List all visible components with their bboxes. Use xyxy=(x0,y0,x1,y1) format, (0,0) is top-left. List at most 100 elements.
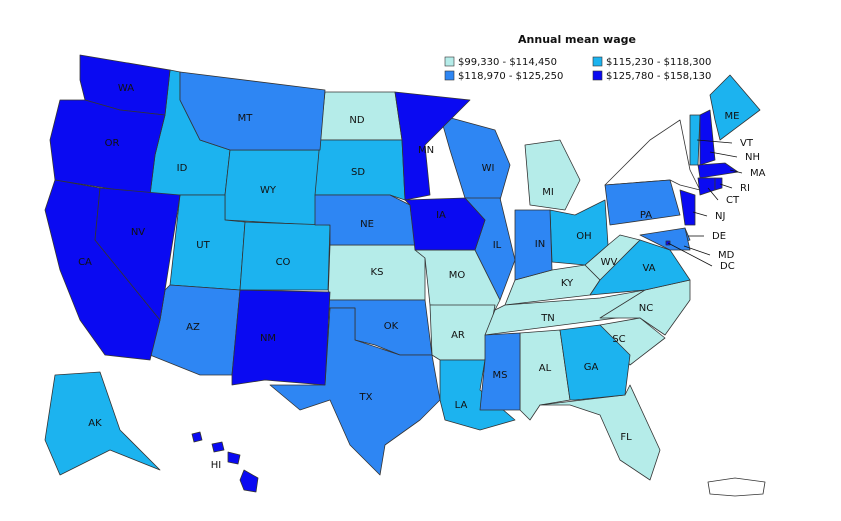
state-label: UT xyxy=(196,240,210,251)
state-label: WV xyxy=(601,257,618,268)
state-shape xyxy=(191,431,203,443)
leader-line xyxy=(667,242,713,267)
legend-swatch xyxy=(592,56,603,67)
state-label: NV xyxy=(131,227,145,238)
leader-line xyxy=(729,169,743,174)
state-shape xyxy=(314,194,416,246)
state-shape xyxy=(314,139,406,201)
state-label: SC xyxy=(612,334,625,345)
leader-line xyxy=(719,183,733,189)
state-shape xyxy=(227,451,241,465)
state-label: MA xyxy=(750,168,766,179)
state-shape xyxy=(231,289,331,386)
state-label: ND xyxy=(349,115,364,126)
state-label: HI xyxy=(211,460,221,471)
state-shape xyxy=(239,221,331,291)
state-shape xyxy=(639,227,691,251)
state-label: LA xyxy=(455,400,468,411)
state-shape xyxy=(714,177,723,191)
state-shape xyxy=(699,109,716,166)
state-shape xyxy=(404,197,486,251)
state-shape xyxy=(269,307,441,476)
legend-label: $125,780 - $158,130 xyxy=(606,71,711,82)
state-shape xyxy=(479,332,521,411)
state-label: IN xyxy=(535,239,545,250)
state-label: NH xyxy=(745,152,760,163)
state-label: MS xyxy=(493,370,508,381)
state-label: FL xyxy=(620,432,632,443)
state-label: WY xyxy=(260,185,277,196)
state-label: DE xyxy=(712,231,726,242)
state-shape xyxy=(709,74,761,141)
state-no-data xyxy=(604,119,701,191)
state-label: GA xyxy=(584,362,599,373)
state-label: KY xyxy=(561,278,574,289)
state-label: AK xyxy=(88,418,102,429)
state-label: NE xyxy=(360,219,374,230)
state-label: CA xyxy=(78,257,92,268)
state-label: MN xyxy=(418,145,434,156)
state-labels: ND KS MO AR KY TN AL NC SC MI WV FL AK ID WY SD UT CO OH VA… xyxy=(78,83,766,471)
state-label: NM xyxy=(260,333,276,344)
state-shape xyxy=(49,99,166,196)
state-shape xyxy=(394,91,471,201)
state-label: CT xyxy=(726,195,740,206)
state-label: MT xyxy=(238,113,254,124)
legend-title: Annual mean wage xyxy=(518,33,636,46)
state-label: MI xyxy=(542,187,554,198)
state-label: TX xyxy=(359,392,373,403)
state-shape xyxy=(697,177,716,196)
state-label: ME xyxy=(725,111,740,122)
state-label: AL xyxy=(539,363,552,374)
legend-label: $115,230 - $118,300 xyxy=(606,57,711,68)
state-label: TN xyxy=(540,313,555,324)
state-shape xyxy=(239,469,259,493)
state-label: VA xyxy=(642,263,655,274)
state-shape xyxy=(604,179,681,226)
state-shape xyxy=(514,209,553,281)
state-shape xyxy=(524,139,581,211)
territory-no-data xyxy=(707,477,766,497)
state-label: OH xyxy=(576,231,591,242)
state-label: CO xyxy=(276,257,291,268)
state-shape xyxy=(94,187,181,321)
state-shape xyxy=(559,324,631,401)
leader-line xyxy=(696,139,733,144)
legend: $99,330 - $114,450 $115,230 - $118,300 $11… xyxy=(444,56,711,82)
state-label: KS xyxy=(371,267,384,278)
state-label: AR xyxy=(451,330,465,341)
states xyxy=(44,54,761,493)
state-label: SD xyxy=(351,167,365,178)
state-shape xyxy=(539,384,661,481)
state-label: PA xyxy=(640,210,652,221)
state-shape xyxy=(439,114,511,201)
state-label: IA xyxy=(436,210,446,221)
leader-line xyxy=(709,151,738,158)
legend-label: $99,330 - $114,450 xyxy=(458,57,557,68)
state-shape xyxy=(44,371,161,476)
state-label: OK xyxy=(384,321,399,332)
state-label: VT xyxy=(740,138,754,149)
legend-swatch xyxy=(592,70,603,81)
state-label: OR xyxy=(105,138,120,149)
leader-line xyxy=(692,211,708,217)
state-label: ID xyxy=(177,163,188,174)
state-label: IL xyxy=(493,240,502,251)
state-label: RI xyxy=(740,183,750,194)
state-label: NJ xyxy=(715,211,725,222)
legend-swatch xyxy=(444,70,455,81)
state-shape xyxy=(211,441,225,453)
state-shape xyxy=(679,189,696,226)
legend-label: $118,970 - $125,250 xyxy=(458,71,563,82)
leader-line xyxy=(683,245,711,256)
state-label: WA xyxy=(118,83,134,94)
state-label: DC xyxy=(720,261,735,272)
state-label: NC xyxy=(639,303,653,314)
state-shape xyxy=(179,71,326,151)
state-label: WI xyxy=(482,163,495,174)
state-label: MD xyxy=(718,250,735,261)
leader-line xyxy=(707,187,719,201)
state-label: MO xyxy=(449,270,466,281)
legend-swatch xyxy=(444,56,455,67)
